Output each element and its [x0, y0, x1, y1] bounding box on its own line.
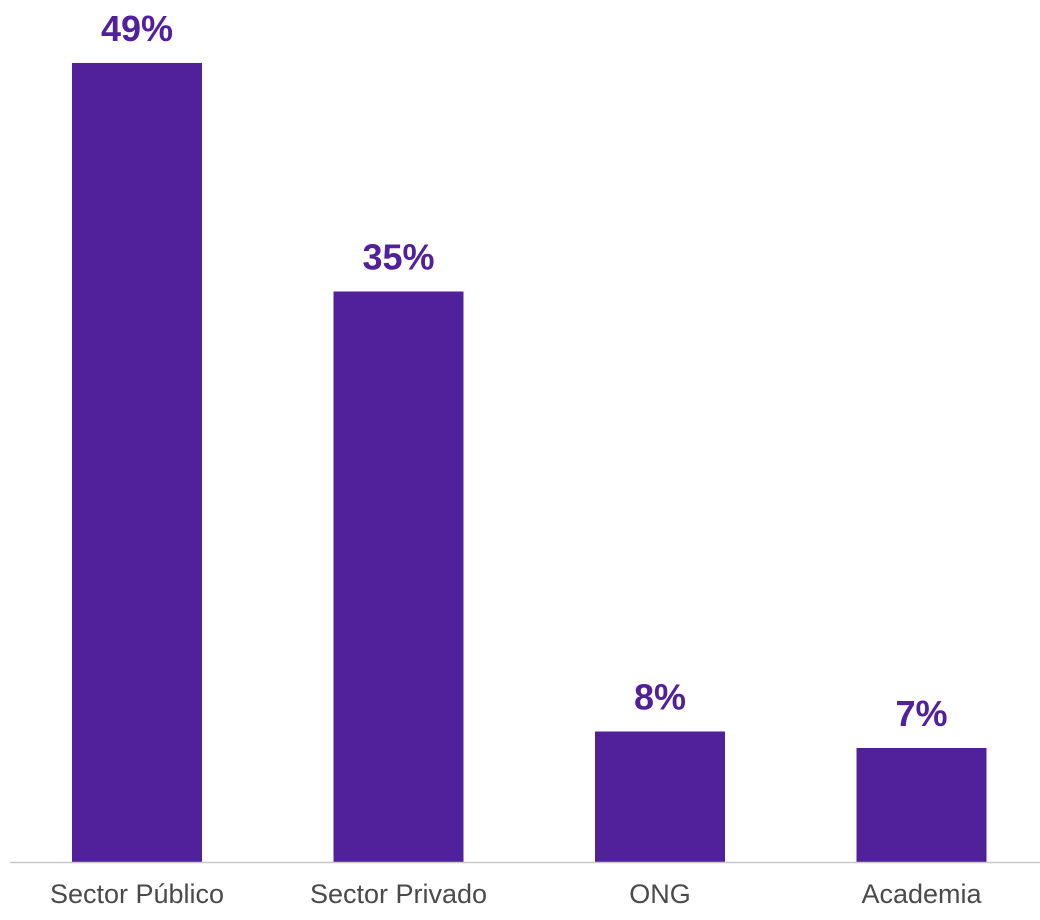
- value-labels-group: 49% 35% 8% 7%: [101, 8, 948, 734]
- value-label-1: 35%: [362, 236, 434, 277]
- x-tick-label-1: Sector Privado: [310, 879, 487, 909]
- bar-2: [595, 731, 725, 862]
- bars-group: [72, 63, 987, 862]
- value-label-0: 49%: [101, 8, 173, 49]
- value-label-3: 7%: [895, 693, 947, 734]
- value-label-2: 8%: [634, 677, 686, 718]
- bar-3: [856, 747, 987, 862]
- x-tick-label-0: Sector Público: [50, 879, 224, 909]
- x-tick-labels-group: Sector Público Sector Privado ONG Academia: [50, 879, 983, 909]
- bar-0: [72, 63, 202, 862]
- bar-1: [333, 291, 464, 862]
- x-tick-label-2: ONG: [629, 879, 691, 909]
- x-tick-label-3: Academia: [861, 879, 982, 909]
